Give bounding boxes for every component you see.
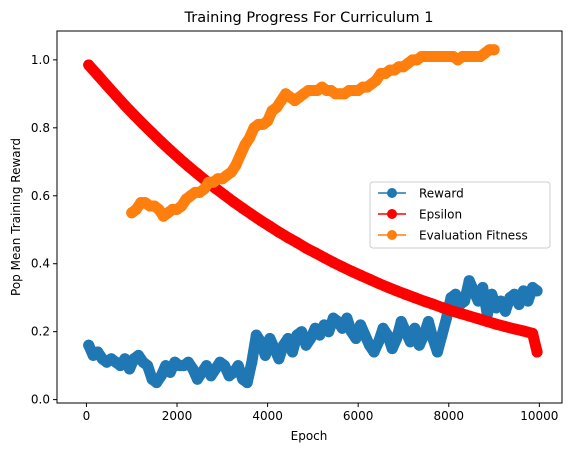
y-tick-label: 0.0 [31, 393, 50, 407]
data-point [142, 360, 153, 371]
x-tick-label: 10000 [520, 409, 558, 423]
data-point [235, 150, 246, 161]
data-point [473, 296, 484, 307]
data-point [219, 190, 230, 201]
data-point [228, 196, 239, 207]
data-point [423, 316, 434, 327]
x-tick-label: 4000 [252, 409, 283, 423]
data-point [147, 127, 158, 138]
legend-label: Reward [419, 187, 464, 201]
data-point [292, 237, 303, 248]
data-point [230, 160, 241, 171]
data-point [373, 336, 384, 347]
data-point [273, 353, 284, 364]
data-point [165, 367, 176, 378]
data-point [369, 347, 380, 358]
data-point [156, 136, 167, 147]
legend-marker [387, 209, 397, 219]
x-axis-label: Epoch [291, 429, 328, 443]
data-point [459, 296, 470, 307]
data-point [387, 343, 398, 354]
data-point [110, 90, 121, 101]
data-point [237, 203, 248, 214]
legend-label: Epsilon [419, 208, 462, 222]
data-point [437, 330, 448, 341]
data-point [264, 221, 275, 232]
data-point [414, 340, 425, 351]
data-point [500, 306, 511, 317]
data-point [101, 80, 112, 91]
data-point [341, 313, 352, 324]
data-point [219, 360, 230, 371]
y-tick-label: 0.8 [31, 121, 50, 135]
legend-label: Evaluation Fitness [419, 229, 528, 243]
data-point [477, 282, 488, 293]
data-point [532, 347, 543, 358]
data-point [450, 289, 461, 300]
data-point [124, 364, 135, 375]
data-point [260, 350, 271, 361]
data-point [509, 323, 520, 334]
legend: Reward Epsilon Evaluation Fitness [370, 182, 550, 248]
data-point [83, 340, 94, 351]
data-point [489, 44, 500, 55]
series-reward [83, 275, 542, 388]
data-point [165, 145, 176, 156]
data-point [262, 116, 273, 127]
chart-title: Training Progress For Curriculum 1 [184, 10, 434, 26]
data-point [396, 316, 407, 327]
data-point [523, 296, 534, 307]
y-tick-label: 1.0 [31, 53, 50, 67]
data-point [323, 326, 334, 337]
x-tick-label: 2000 [162, 409, 193, 423]
x-tick-label: 6000 [343, 409, 374, 423]
data-point [92, 70, 103, 81]
data-point [296, 326, 307, 337]
data-point [391, 333, 402, 344]
data-point [129, 109, 140, 120]
x-tick-label: 0 [83, 409, 91, 423]
data-point [83, 60, 94, 71]
y-tick-label: 0.2 [31, 325, 50, 339]
data-point [233, 360, 244, 371]
x-tick-label: 8000 [433, 409, 464, 423]
data-point [192, 168, 203, 179]
data-point [244, 133, 255, 144]
data-point [246, 357, 257, 368]
data-point [273, 227, 284, 238]
y-axis-label: Pop Mean Training Reward [9, 138, 23, 296]
data-point [264, 333, 275, 344]
data-point [532, 285, 543, 296]
data-point [246, 209, 257, 220]
data-point [464, 275, 475, 286]
data-point [174, 153, 185, 164]
data-point [409, 323, 420, 334]
legend-marker [387, 188, 397, 198]
data-point [183, 161, 194, 172]
data-point [432, 347, 443, 358]
data-point [355, 319, 366, 330]
data-point [119, 100, 130, 111]
y-tick-label: 0.4 [31, 257, 50, 271]
y-tick-label: 0.6 [31, 189, 50, 203]
y-axis: 0.0 0.2 0.4 0.6 0.8 1.0 [31, 53, 57, 407]
data-point [242, 377, 253, 388]
data-point [255, 215, 266, 226]
legend-marker [387, 230, 397, 240]
data-point [527, 328, 538, 339]
data-point [486, 289, 497, 300]
x-axis: 0 2000 4000 6000 8000 10000 [83, 403, 559, 423]
data-point [360, 330, 371, 341]
data-point [287, 347, 298, 358]
data-point [138, 119, 149, 130]
